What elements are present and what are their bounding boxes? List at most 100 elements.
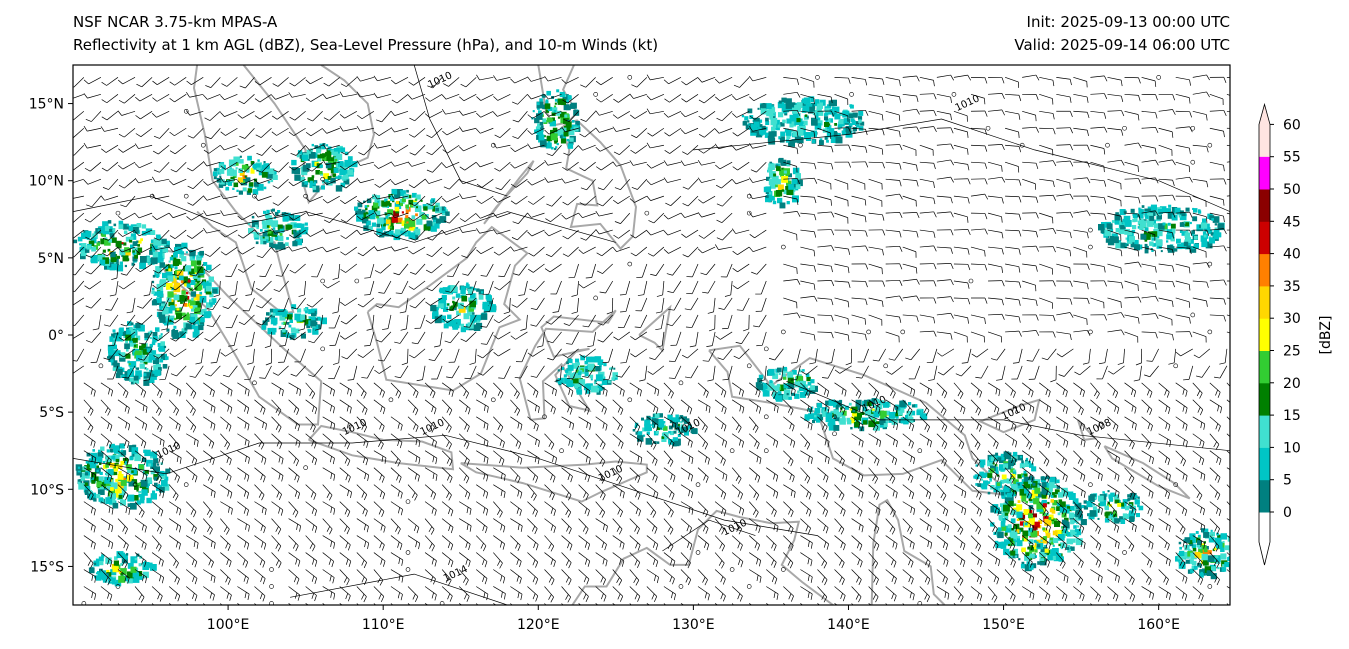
- reflectivity-cell: [225, 186, 230, 191]
- reflectivity-cell: [228, 159, 236, 167]
- wind-barb: [722, 365, 733, 381]
- reflectivity-cell: [1070, 505, 1075, 510]
- reflectivity-cell: [141, 457, 147, 462]
- reflectivity-cell: [1063, 493, 1067, 497]
- reflectivity-cell: [330, 157, 335, 162]
- wind-barb: [1005, 263, 1021, 273]
- reflectivity-cell: [121, 254, 124, 257]
- reflectivity-cell: [651, 423, 654, 426]
- wind-barb: [170, 365, 187, 377]
- reflectivity-cell: [999, 503, 1004, 507]
- wind-barb: [732, 127, 750, 137]
- reflectivity-cell: [975, 464, 978, 467]
- reflectivity-cell: [764, 132, 771, 138]
- reflectivity-cell: [1170, 233, 1175, 238]
- wind-barb: [1175, 399, 1188, 414]
- reflectivity-cell: [999, 455, 1005, 461]
- wind-barb: [667, 280, 682, 294]
- reflectivity-cell: [97, 254, 103, 260]
- reflectivity-cell: [219, 175, 222, 178]
- reflectivity-cell: [288, 324, 292, 328]
- reflectivity-cell: [405, 211, 409, 215]
- wind-barb: [459, 193, 477, 200]
- wind-barb: [613, 331, 630, 341]
- reflectivity-cell: [136, 223, 142, 228]
- reflectivity-cell: [1042, 512, 1049, 519]
- reflectivity-cell: [1104, 518, 1110, 523]
- wind-barb: [817, 127, 832, 140]
- wind-barb: [272, 77, 289, 87]
- reflectivity-cell: [564, 378, 570, 384]
- reflectivity-cell: [1209, 215, 1215, 221]
- wind-barb: [271, 211, 289, 217]
- reflectivity-cell: [758, 119, 763, 123]
- reflectivity-cell: [457, 302, 464, 309]
- reflectivity-cell: [1199, 224, 1203, 228]
- reflectivity-cell: [801, 100, 805, 103]
- wind-barb: [186, 212, 204, 221]
- reflectivity-cell: [391, 216, 398, 223]
- reflectivity-cell: [1188, 540, 1193, 545]
- reflectivity-cell: [104, 476, 112, 484]
- wind-barb: [1192, 229, 1210, 236]
- reflectivity-cell: [578, 379, 586, 386]
- reflectivity-cell: [374, 195, 381, 201]
- reflectivity-cell: [1114, 498, 1120, 504]
- reflectivity-cell: [376, 217, 384, 225]
- reflectivity-cell: [1179, 222, 1185, 227]
- wind-barb: [595, 399, 607, 415]
- reflectivity-cell: [878, 405, 883, 410]
- wind-barb: [220, 127, 238, 136]
- reflectivity-cell: [84, 465, 90, 471]
- reflectivity-cell: [1200, 571, 1203, 575]
- reflectivity-cell: [363, 225, 369, 231]
- reflectivity-cell: [127, 503, 132, 507]
- reflectivity-cell: [327, 146, 332, 151]
- wind-barb: [817, 211, 835, 218]
- wind-barb: [857, 348, 869, 363]
- reflectivity-cell: [1137, 496, 1140, 499]
- wind-barb: [1192, 246, 1207, 258]
- reflectivity-cell: [760, 107, 768, 115]
- reflectivity-cell: [862, 420, 868, 425]
- wind-barb: [682, 195, 699, 207]
- reflectivity-cell: [224, 181, 229, 185]
- reflectivity-cell: [1210, 531, 1215, 537]
- wind-barb: [390, 178, 409, 186]
- wind-barb: [220, 246, 238, 256]
- reflectivity-cell: [810, 379, 815, 384]
- wind-barb: [783, 229, 798, 241]
- reflectivity-cell: [113, 223, 117, 227]
- reflectivity-cell: [270, 314, 275, 320]
- reflectivity-cell: [805, 373, 810, 377]
- reflectivity-cell: [159, 316, 166, 323]
- reflectivity-cell: [154, 482, 158, 487]
- wind-barb: [613, 144, 631, 155]
- reflectivity-cell: [1058, 534, 1065, 541]
- wind-barb: [237, 450, 250, 464]
- reflectivity-cell: [1008, 543, 1011, 547]
- isobar: [73, 195, 616, 243]
- wind-barb: [322, 280, 340, 289]
- wind-barb: [205, 77, 221, 88]
- wind-barb: [1039, 160, 1057, 167]
- reflectivity-cell: [152, 332, 158, 337]
- reflectivity-cell: [1204, 528, 1209, 533]
- wind-barb: [656, 280, 665, 297]
- reflectivity-cell: [1138, 214, 1144, 219]
- wind-barb: [151, 467, 162, 484]
- wind-barb: [322, 93, 340, 99]
- reflectivity-cell: [480, 313, 488, 320]
- reflectivity-cell: [159, 358, 164, 363]
- wind-barb: [254, 178, 272, 185]
- wind-barb: [731, 433, 744, 448]
- calm-wind-marker: [320, 176, 326, 182]
- reflectivity-cell: [580, 355, 586, 361]
- reflectivity-cell: [1016, 511, 1023, 518]
- reflectivity-cell: [569, 103, 575, 109]
- wind-barb: [1107, 416, 1119, 432]
- reflectivity-cell: [110, 448, 114, 453]
- wind-barb: [340, 212, 358, 223]
- wind-barb: [646, 108, 664, 115]
- reflectivity-cell: [1028, 565, 1034, 570]
